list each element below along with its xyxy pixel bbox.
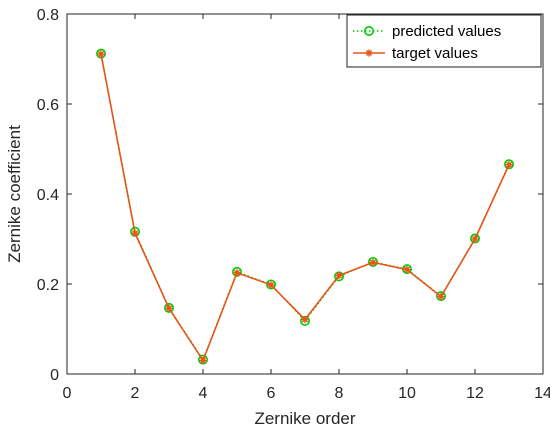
series-target — [97, 50, 513, 365]
x-tick-label: 4 — [199, 385, 208, 402]
data-point — [435, 291, 446, 302]
y-tick-label: 0.4 — [37, 187, 59, 204]
legend-label: predicted values — [392, 23, 501, 40]
data-point — [199, 356, 207, 365]
legend-swatch-marker — [363, 25, 374, 36]
y-axis-label: Zernike coefficient — [5, 125, 24, 263]
data-point — [165, 304, 173, 312]
y-tick-label: 0.6 — [37, 97, 59, 114]
data-point — [97, 50, 105, 58]
data-point — [403, 266, 411, 274]
x-tick-label: 12 — [466, 385, 484, 402]
y-tick-label: 0.8 — [37, 7, 59, 24]
x-tick-label: 10 — [398, 385, 416, 402]
data-point — [301, 315, 309, 324]
x-tick-label: 14 — [534, 385, 550, 402]
data-point — [503, 159, 514, 170]
marks-layer — [96, 48, 514, 365]
axis-ticks: 0 2 4 6 8 10 12 14 0 0.2 0.4 0.6 0.8 — [37, 7, 550, 402]
data-point — [469, 233, 480, 244]
y-tick-label: 0.2 — [37, 277, 59, 294]
data-point — [233, 269, 241, 277]
data-point — [335, 271, 343, 280]
legend-item: target values — [353, 45, 478, 62]
data-point — [471, 235, 479, 243]
legend-item: predicted values — [353, 23, 501, 40]
data-point — [131, 229, 139, 237]
x-tick-label: 2 — [131, 385, 140, 402]
data-point — [367, 256, 378, 267]
legend-swatch-marker — [365, 49, 373, 57]
data-point — [505, 161, 513, 169]
legend-label: target values — [392, 45, 478, 62]
series-line — [100, 53, 510, 361]
data-point — [265, 279, 276, 290]
data-point — [369, 258, 377, 266]
legend: predicted values target values — [346, 14, 542, 68]
data-point — [437, 293, 445, 301]
x-tick-label: 8 — [335, 385, 344, 402]
x-axis-label: Zernike order — [254, 409, 355, 428]
x-tick-label: 6 — [267, 385, 276, 402]
data-point — [267, 281, 275, 289]
x-tick-label: 0 — [63, 385, 72, 402]
legend-box — [346, 14, 542, 68]
series-line — [100, 53, 510, 362]
y-tick-label: 0 — [50, 367, 59, 384]
data-point — [164, 302, 175, 313]
